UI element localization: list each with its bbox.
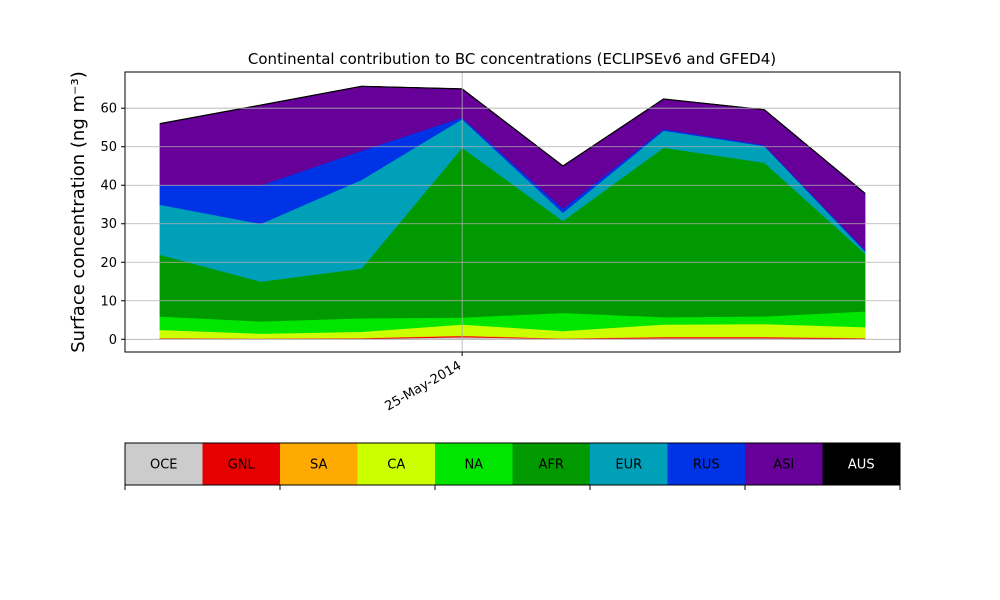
- y-tick-label: 10: [100, 294, 117, 309]
- plot-frame: [124, 71, 901, 353]
- legend-label-ca: CA: [387, 458, 405, 473]
- legend-swatch-ca: [357, 443, 435, 485]
- y-axis-label: Surface concentration (ng m⁻³): [68, 71, 89, 353]
- legend-label-na: NA: [464, 458, 483, 473]
- legend-swatch-oce: [125, 443, 203, 485]
- y-tick-label: 50: [100, 140, 117, 155]
- legend-label-sa: SA: [310, 458, 327, 473]
- stacked-areas: [159, 85, 866, 340]
- x-tick-label: 25-May-2014: [382, 358, 464, 414]
- legend-swatch-aus: [822, 443, 900, 485]
- y-tick-label: 30: [100, 217, 117, 232]
- x-axis: 25-May-2014: [382, 352, 464, 414]
- color-legend: OCE GNL SA CA NA AFR EUR RUS ASI AUS: [124, 442, 901, 490]
- legend-label-eur: EUR: [615, 458, 642, 473]
- legend-swatch-na: [435, 443, 513, 485]
- legend-label-aus: AUS: [848, 458, 875, 473]
- legend-label-asi: ASI: [773, 458, 794, 473]
- legend-frame: [124, 442, 901, 486]
- legend-swatch-afr: [512, 443, 590, 485]
- y-tick-label: 0: [109, 333, 117, 348]
- legend-swatch-sa: [280, 443, 358, 485]
- legend-label-rus: RUS: [693, 458, 720, 473]
- legend-label-oce: OCE: [150, 458, 178, 473]
- y-tick-label: 20: [100, 256, 117, 271]
- legend-swatch-rus: [667, 443, 745, 485]
- y-tick-label: 40: [100, 179, 117, 194]
- legend-swatch-eur: [590, 443, 668, 485]
- legend-label-gnl: GNL: [228, 458, 256, 473]
- legend-swatch-asi: [745, 443, 823, 485]
- legend-swatch-gnl: [202, 443, 280, 485]
- y-tick-label: 60: [100, 102, 117, 117]
- legend-label-afr: AFR: [539, 458, 564, 473]
- grid-lines: [125, 72, 900, 352]
- chart-title: Continental contribution to BC concentra…: [248, 50, 776, 68]
- y-axis: 0 10 20 30 40 50 60: [100, 102, 125, 348]
